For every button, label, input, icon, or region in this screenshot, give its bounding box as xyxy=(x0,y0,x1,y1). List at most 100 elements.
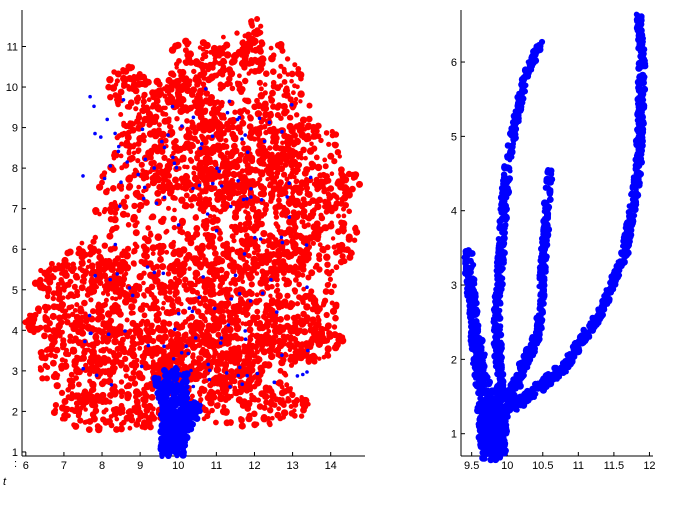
left-red-point xyxy=(168,308,176,316)
right-x-tick-label: 12 xyxy=(643,460,655,472)
left-red-point xyxy=(303,340,311,347)
left-red-point xyxy=(136,74,144,81)
left-red-point xyxy=(132,190,141,198)
left-red-point xyxy=(107,246,115,253)
left-red-point xyxy=(324,345,332,353)
left-red-point xyxy=(66,248,74,256)
left-red-point xyxy=(295,84,300,90)
left-red-point xyxy=(181,204,187,209)
right-blue-point xyxy=(493,455,499,461)
left-red-point xyxy=(113,426,120,433)
left-red-point xyxy=(309,306,316,313)
left-red-point xyxy=(256,79,263,86)
left-red-point xyxy=(61,398,69,405)
left-red-point xyxy=(113,296,119,302)
left-red-point xyxy=(237,221,243,227)
left-red-point xyxy=(254,308,261,315)
left-red-point xyxy=(121,277,127,283)
left-red-point xyxy=(153,175,161,183)
left-red-point xyxy=(175,307,181,313)
left-red-point xyxy=(87,325,94,332)
left-red-point xyxy=(210,300,217,307)
left-red-point xyxy=(172,346,178,352)
left-y-tick-label: 7 xyxy=(12,204,18,216)
left-blue-point xyxy=(197,183,202,188)
left-red-point xyxy=(34,305,43,313)
left-red-point xyxy=(123,271,129,277)
left-red-point xyxy=(212,59,219,65)
left-red-point xyxy=(186,50,194,58)
left-red-point xyxy=(273,221,279,227)
left-red-point xyxy=(138,161,145,168)
left-red-point xyxy=(189,393,195,399)
left-red-point xyxy=(145,225,151,231)
left-red-point xyxy=(123,373,129,379)
left-red-point xyxy=(198,397,204,403)
left-red-point xyxy=(163,105,168,111)
left-red-point xyxy=(268,341,273,347)
left-red-point xyxy=(275,258,282,264)
left-red-point xyxy=(168,132,174,138)
left-blue-point xyxy=(187,306,192,311)
left-red-point xyxy=(199,332,207,340)
left-red-point xyxy=(141,312,148,319)
left-red-point xyxy=(341,176,350,184)
left-red-point xyxy=(175,77,182,85)
left-red-point xyxy=(212,250,218,257)
left-red-point xyxy=(197,168,204,175)
left-red-point xyxy=(314,203,322,211)
left-red-point xyxy=(247,338,253,343)
left-red-point xyxy=(32,280,38,287)
left-red-point xyxy=(64,319,71,326)
left-red-point xyxy=(129,343,135,350)
left-red-point xyxy=(139,359,146,366)
left-red-point xyxy=(210,178,215,184)
left-red-point xyxy=(221,308,226,314)
left-red-point xyxy=(312,326,319,333)
left-red-point xyxy=(110,406,117,413)
left-red-point xyxy=(270,140,275,145)
right-blue-point xyxy=(489,431,496,438)
left-red-point xyxy=(182,338,188,344)
left-red-point xyxy=(294,112,300,118)
left-red-point xyxy=(194,366,201,373)
left-red-point xyxy=(135,419,141,424)
left-red-point xyxy=(83,407,88,412)
left-blue-point xyxy=(171,155,175,160)
left-red-point xyxy=(308,329,313,334)
left-red-point xyxy=(295,167,301,173)
left-red-point xyxy=(170,195,176,201)
left-blue-point xyxy=(88,331,93,336)
left-red-point xyxy=(105,187,110,193)
left-red-point xyxy=(66,304,73,311)
right-blue-point xyxy=(486,449,492,455)
left-red-point xyxy=(55,322,63,330)
left-red-point xyxy=(252,167,259,174)
left-red-point xyxy=(189,287,197,295)
left-red-point xyxy=(134,243,140,250)
left-red-point xyxy=(168,337,175,344)
left-red-point xyxy=(229,85,236,92)
left-blue-point xyxy=(205,212,210,216)
left-red-point xyxy=(208,261,215,268)
left-red-point xyxy=(136,184,142,190)
left-red-point xyxy=(220,194,228,202)
left-blue-point xyxy=(140,127,145,132)
left-red-point xyxy=(200,46,206,52)
left-red-point xyxy=(47,266,53,271)
right-points xyxy=(461,11,649,464)
left-red-point xyxy=(163,229,169,235)
left-red-point xyxy=(93,327,99,332)
left-red-point xyxy=(331,132,336,137)
left-red-point xyxy=(278,63,284,69)
left-red-point xyxy=(191,68,197,75)
left-red-point xyxy=(159,263,167,271)
left-red-point xyxy=(276,253,283,260)
left-blue-point xyxy=(130,293,135,298)
left-red-point xyxy=(293,232,301,239)
left-red-point xyxy=(254,180,261,187)
left-red-point xyxy=(262,336,269,343)
left-red-point xyxy=(52,402,60,409)
left-red-point xyxy=(228,81,233,87)
left-red-point xyxy=(170,215,178,223)
